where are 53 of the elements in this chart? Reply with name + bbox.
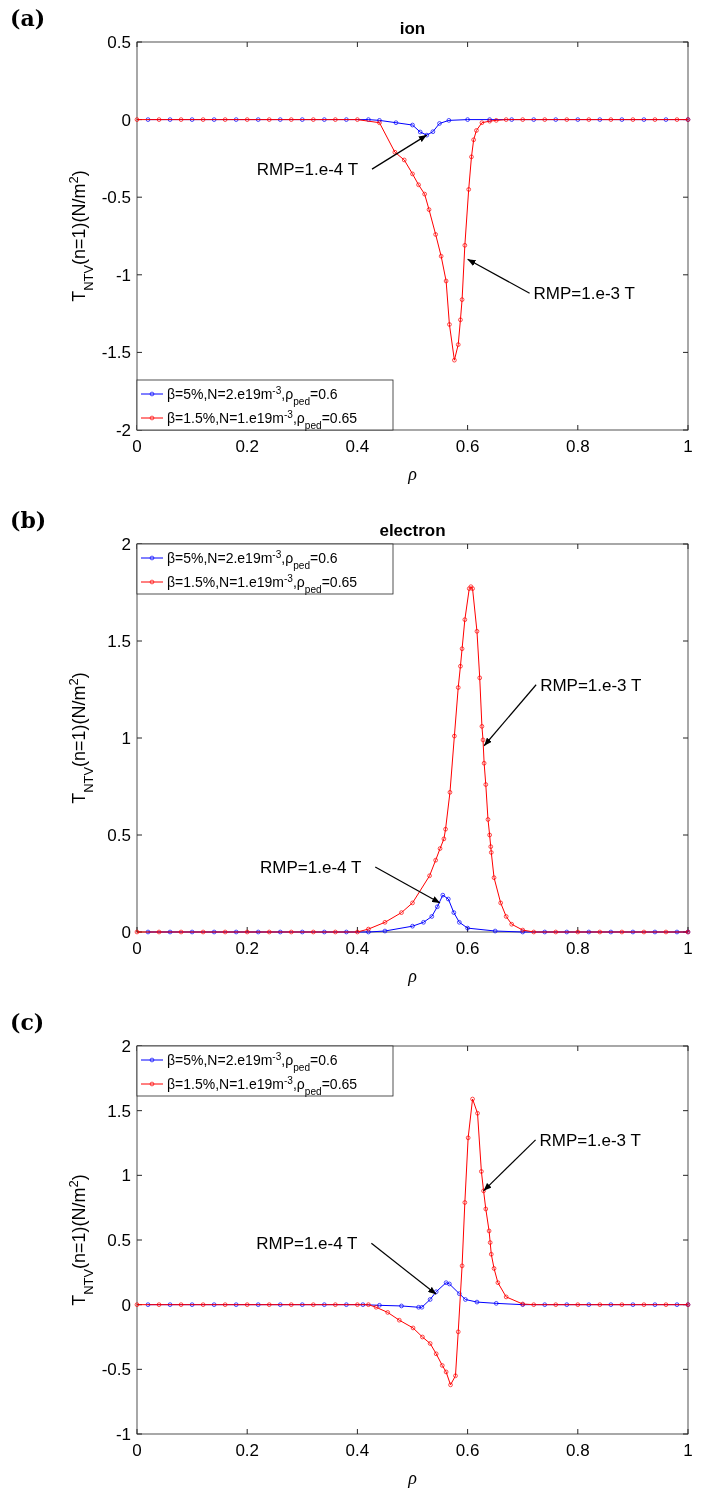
y-tick-label: 1 [121,1166,131,1186]
text: (c) [10,1009,45,1035]
y-tick-label: 0.5 [107,1231,131,1250]
legend-label: β=5%,N=2.e19m$^{-3}$,ρ$_{ped}$=0.6 [167,548,338,571]
y-tick-label: 0 [121,923,131,942]
x-tick-label: 0.4 [345,939,370,958]
legend-label: β=1.5%,N=1.e19m$^{-3}$,ρ$_{ped}$=0.65 [167,1074,358,1097]
annotation: RMP=1.e-3 T [539,1130,641,1150]
x-tick-label: 1 [683,1441,693,1460]
x-tick-label: 0.2 [235,939,260,958]
y-tick-label: -1 [115,1425,131,1444]
y-tick-label: 1 [121,729,131,748]
chart-title: electron [379,521,446,540]
y-tick-label: -0.5 [101,1360,131,1380]
annotation: RMP=1.e-4 T [256,160,359,180]
legend-label: β=5%,N=2.e19m$^{-3}$,ρ$_{ped}$=0.6 [167,384,338,407]
y-tick-label: -1.5 [101,343,131,363]
y-tick-label: 0 [121,110,131,130]
x-tick-label: 0.8 [565,437,590,456]
x-tick-label: 0.8 [565,939,590,958]
y-tick-label: -0.5 [101,188,131,208]
x-tick-label: 0.2 [235,1441,260,1460]
y-tick-label: 0.5 [107,33,131,52]
annotation: RMP=1.e-3 T [533,284,635,304]
y-tick-label: 1.5 [107,632,131,651]
x-tick-label: 0.8 [565,1441,590,1460]
x-tick-label: 1 [683,939,693,958]
legend-label: β=1.5%,N=1.e19m$^{-3}$,ρ$_{ped}$=0.65 [167,572,358,595]
y-tick-label: 0 [121,1295,131,1315]
y-tick-label: 0.5 [107,826,131,845]
y-tick-label: -2 [115,421,131,440]
annotation: RMP=1.e-4 T [256,1234,358,1254]
y-tick-label: 1.5 [107,1101,131,1121]
annotation: RMP=1.e-3 T [540,675,642,695]
y-tick-label: -1 [115,265,131,285]
x-axis-title: ρ [407,464,418,484]
x-tick-label: 0.4 [345,437,370,456]
annotation: RMP=1.e-4 T [260,857,362,877]
x-tick-label: 0.6 [455,437,480,456]
x-axis-title: ρ [407,966,418,986]
text: (a) [10,5,46,31]
x-tick-label: 1 [683,437,693,456]
y-tick-label: 2 [121,1037,131,1056]
legend-label: β=5%,N=2.e19m$^{-3}$,ρ$_{ped}$=0.6 [167,1050,338,1073]
chart-title: ion [399,19,426,38]
x-tick-label: 0.6 [455,939,480,958]
text: (b) [10,507,47,533]
x-axis-title: ρ [407,1468,418,1488]
legend-label: β=1.5%,N=1.e19m$^{-3}$,ρ$_{ped}$=0.65 [167,408,358,431]
y-tick-label: 2 [121,535,131,554]
x-tick-label: 0.4 [345,1441,370,1460]
x-tick-label: 0.2 [235,437,260,456]
x-tick-label: 0.6 [455,1441,480,1460]
